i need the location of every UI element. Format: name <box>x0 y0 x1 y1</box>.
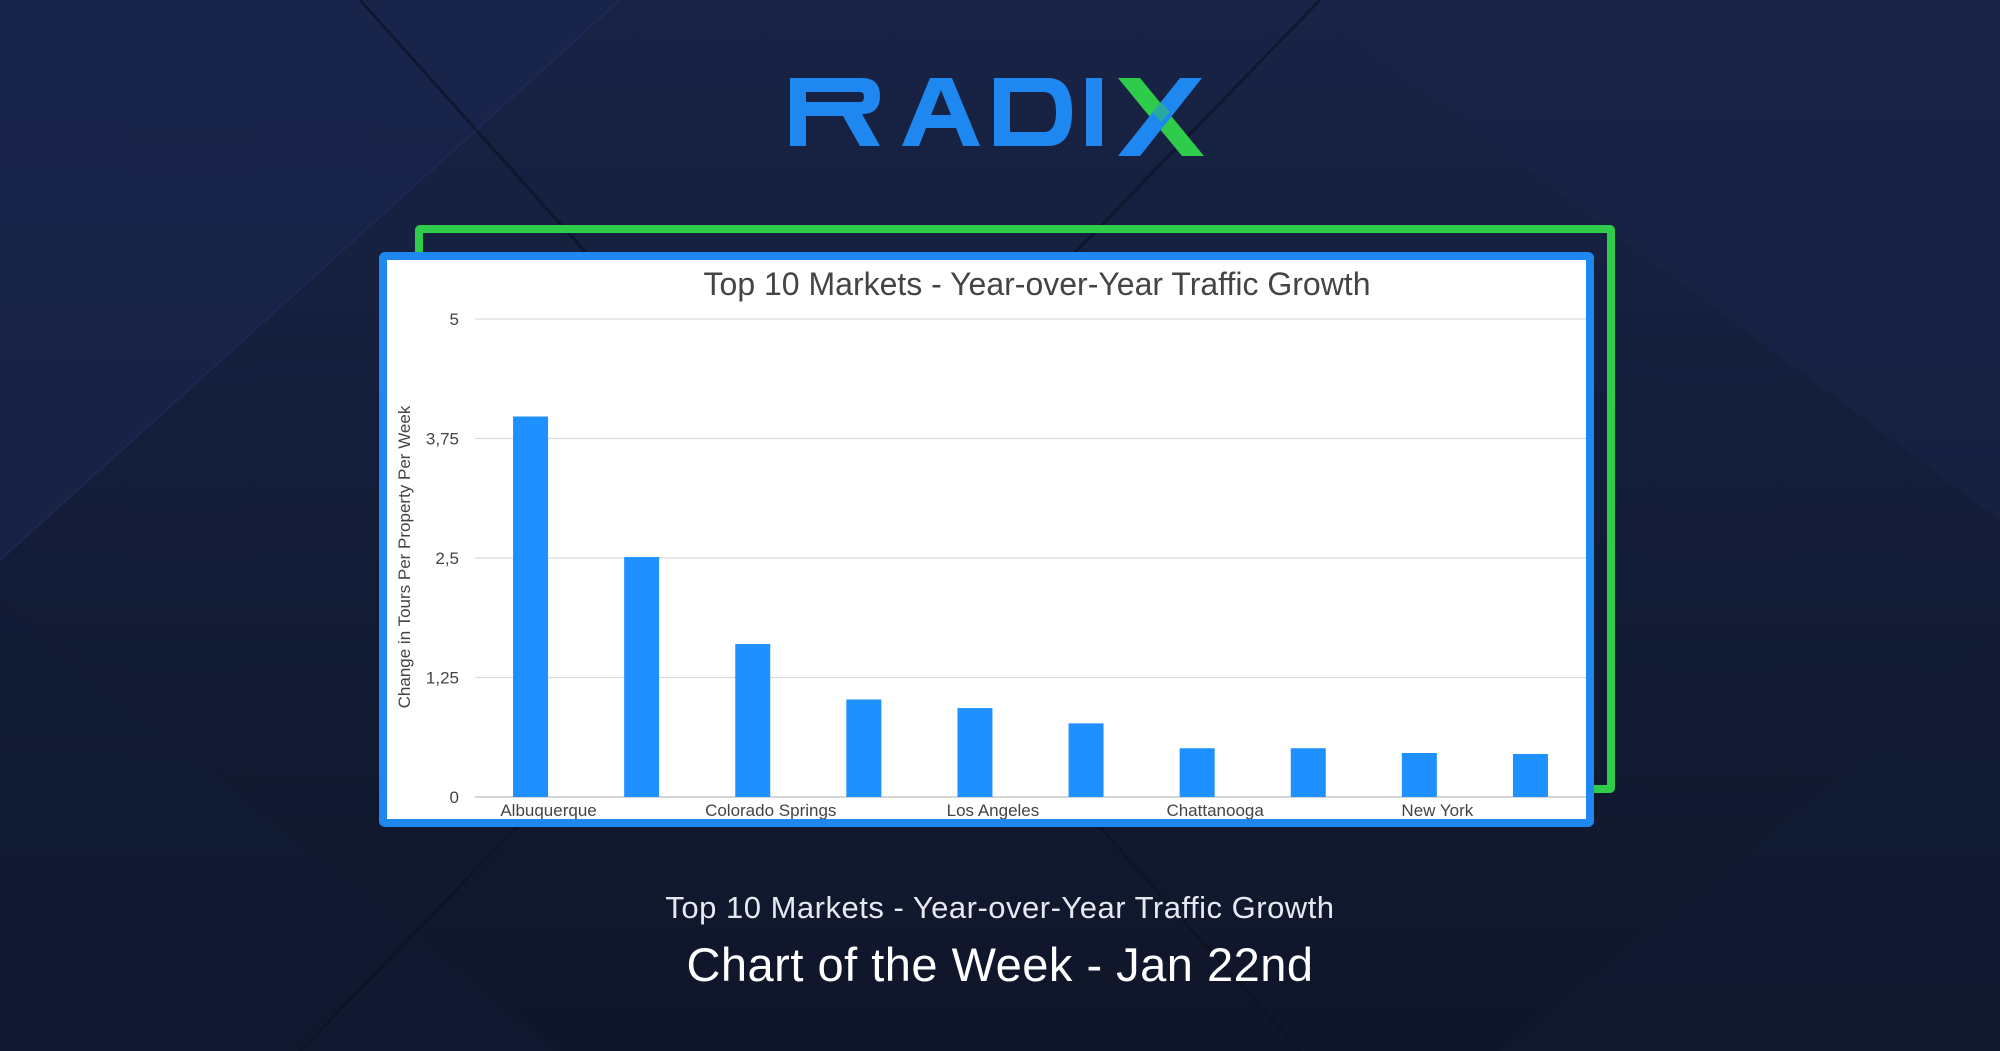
bar <box>1179 748 1215 797</box>
x-tick-labels: Albuquerque Colorado Springs Los Angeles Ch… <box>500 801 1473 819</box>
bar <box>513 416 549 797</box>
y-tick-label: 1,25 <box>426 669 459 688</box>
y-tick-label: 0 <box>450 788 459 807</box>
caption-subtitle: Top 10 Markets - Year-over-Year Traffic … <box>665 890 1335 925</box>
x-tick-label: Albuquerque <box>500 801 596 819</box>
bar <box>846 699 882 797</box>
bar <box>1512 753 1548 797</box>
y-tick-label: 2,5 <box>435 549 459 568</box>
x-tick-label: Chattanooga <box>1166 801 1264 819</box>
y-tick-labels: 0 1,25 2,5 3,75 5 <box>426 310 459 807</box>
chart-title: Top 10 Markets - Year-over-Year Traffic … <box>704 266 1371 302</box>
bar <box>1401 753 1437 797</box>
bar <box>1290 748 1326 797</box>
chart-card: Top 10 Markets - Year-over-Year Traffic … <box>379 252 1594 827</box>
y-tick-label: 5 <box>450 310 459 329</box>
radix-logo <box>790 78 1204 156</box>
bar-chart: Top 10 Markets - Year-over-Year Traffic … <box>395 266 1586 819</box>
x-tick-label: New York <box>1401 801 1473 819</box>
x-tick-label: Colorado Springs <box>705 801 836 819</box>
x-tick-label: Los Angeles <box>947 801 1040 819</box>
bars <box>513 416 1548 797</box>
y-axis-label: Change in Tours Per Property Per Week <box>395 405 414 708</box>
bar <box>624 557 660 797</box>
bar <box>957 708 993 797</box>
y-tick-label: 3,75 <box>426 430 459 449</box>
gridlines <box>475 318 1586 798</box>
bar <box>1068 723 1104 797</box>
caption-title: Chart of the Week - Jan 22nd <box>686 938 1314 991</box>
bar <box>735 644 771 797</box>
